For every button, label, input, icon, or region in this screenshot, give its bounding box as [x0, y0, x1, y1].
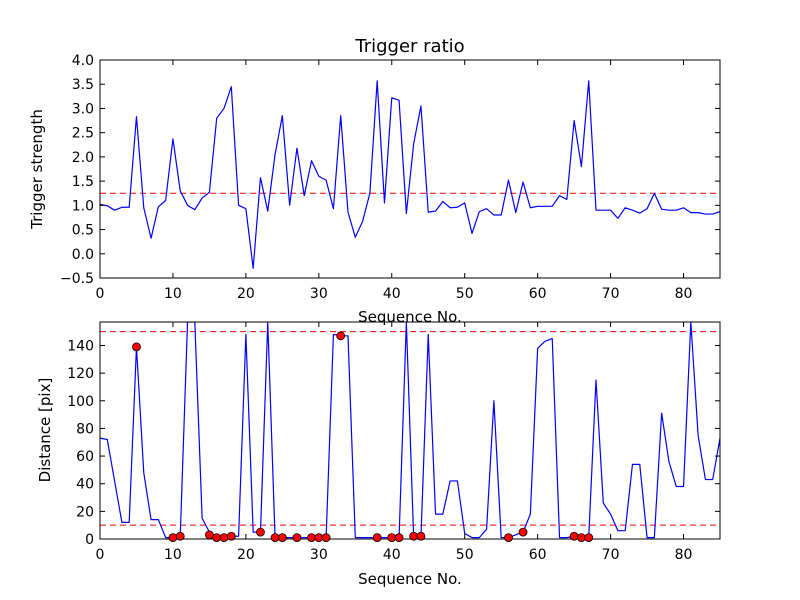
bottom-plot-frame — [99, 321, 721, 540]
x-tick-label: 0 — [96, 547, 105, 563]
marker-point — [307, 533, 316, 543]
x-tick-label: 20 — [237, 286, 255, 302]
marker-point — [321, 533, 331, 543]
marker-point — [277, 533, 287, 543]
y-tick-label: 3.0 — [72, 101, 94, 117]
x-tick-label: 30 — [310, 286, 328, 302]
y-tick-label: 1.0 — [72, 198, 94, 214]
marker-point — [314, 533, 324, 543]
y-tick-label: 3.5 — [72, 77, 94, 93]
x-tick-label: 10 — [164, 286, 182, 302]
x-tick-label: 70 — [602, 286, 620, 302]
bottom-x-axis-label: Sequence No. — [358, 570, 462, 588]
top-chart: Trigger ratio 0 10 20 30 40 50 60 70 80 −0.5 0.0 0.… — [28, 36, 721, 326]
x-tick-label: 20 — [237, 547, 255, 563]
marker-point — [584, 533, 594, 543]
top-axis-ticks: 0 10 20 30 40 50 60 70 80 −0.5 0.0 0.5 1.0 1.5 2.0 2.5 3… — [60, 53, 720, 302]
y-tick-label: 40 — [76, 477, 94, 493]
marker-point — [212, 533, 222, 543]
y-tick-label: 4.0 — [72, 53, 94, 69]
y-tick-label: 60 — [76, 449, 94, 465]
x-tick-label: 40 — [383, 547, 401, 563]
x-tick-label: 40 — [383, 286, 401, 302]
x-tick-label: 50 — [456, 286, 474, 302]
top-y-axis-label: Trigger strength — [28, 109, 46, 230]
marker-point — [226, 531, 236, 541]
top-plot-area — [100, 80, 720, 269]
bottom-markers — [132, 331, 594, 543]
y-tick-label: 2.0 — [72, 150, 94, 166]
x-tick-label: 0 — [96, 286, 105, 302]
bottom-chart: 0 10 20 30 40 50 60 70 80 0 20 40 60 80 100 120 140 Sequ… — [36, 321, 721, 588]
y-tick-label: −0.5 — [60, 271, 94, 287]
y-tick-label: 120 — [67, 366, 94, 382]
top-plot-frame — [99, 59, 721, 279]
x-tick-label: 70 — [602, 547, 620, 563]
marker-point — [409, 531, 419, 541]
x-tick-label: 60 — [529, 286, 547, 302]
marker-point — [394, 533, 404, 543]
y-tick-label: 1.5 — [72, 174, 94, 190]
marker-point — [518, 527, 528, 537]
x-tick-label: 80 — [675, 286, 693, 302]
marker-point — [219, 533, 229, 543]
bottom-y-axis-label: Distance [pix] — [36, 378, 54, 483]
x-tick-label: 60 — [529, 547, 547, 563]
marker-point — [132, 342, 141, 352]
x-tick-label: 50 — [456, 547, 474, 563]
bottom-axis-ticks: 0 10 20 30 40 50 60 70 80 0 20 40 60 80 100 120 140 — [67, 322, 720, 563]
x-tick-label: 10 — [164, 547, 182, 563]
y-tick-label: 80 — [76, 421, 94, 437]
marker-point — [569, 531, 579, 541]
x-tick-label: 80 — [675, 547, 693, 563]
y-tick-label: 100 — [67, 394, 94, 410]
marker-point — [336, 331, 346, 341]
series-line — [100, 80, 720, 269]
bottom-plot-area — [100, 322, 720, 539]
series-line — [100, 322, 720, 539]
y-tick-label: 0.5 — [72, 223, 94, 239]
marker-point — [416, 531, 426, 541]
marker-point — [270, 533, 280, 543]
y-tick-label: 2.5 — [72, 126, 94, 142]
top-chart-title: Trigger ratio — [354, 36, 464, 57]
y-tick-label: 0 — [85, 532, 94, 548]
y-tick-label: 140 — [67, 338, 94, 354]
marker-point — [372, 533, 382, 543]
x-tick-label: 30 — [310, 547, 328, 563]
y-tick-label: 20 — [76, 504, 94, 520]
marker-point — [168, 533, 178, 543]
marker-point — [292, 533, 302, 543]
marker-point — [205, 530, 214, 540]
marker-point — [256, 527, 265, 537]
marker-point — [387, 533, 397, 543]
top-x-axis-label: Sequence No. — [358, 308, 462, 326]
marker-point — [504, 533, 513, 543]
marker-point — [577, 533, 586, 543]
y-tick-label: 0.0 — [72, 247, 94, 263]
marker-point — [175, 531, 185, 541]
